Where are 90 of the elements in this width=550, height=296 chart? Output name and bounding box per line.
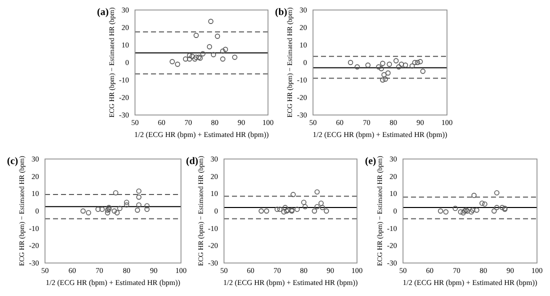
point bbox=[106, 204, 112, 210]
point bbox=[86, 210, 92, 216]
point bbox=[492, 208, 497, 214]
point bbox=[458, 209, 464, 214]
chart-title: (e) bbox=[365, 156, 376, 167]
point bbox=[190, 54, 195, 59]
point bbox=[438, 208, 444, 214]
point bbox=[418, 59, 423, 64]
point bbox=[452, 206, 458, 211]
point bbox=[124, 200, 130, 205]
point bbox=[385, 70, 391, 76]
point bbox=[460, 210, 466, 216]
chart-title: (b) bbox=[275, 7, 288, 18]
point bbox=[194, 54, 199, 60]
point bbox=[410, 63, 415, 69]
point bbox=[136, 202, 142, 208]
point bbox=[113, 190, 118, 196]
point bbox=[117, 206, 122, 211]
point bbox=[393, 58, 399, 64]
point bbox=[100, 206, 105, 212]
point bbox=[277, 206, 282, 212]
point bbox=[398, 62, 404, 67]
point bbox=[136, 194, 142, 200]
point bbox=[182, 56, 188, 62]
point bbox=[412, 60, 418, 66]
point bbox=[192, 56, 198, 62]
point bbox=[380, 60, 386, 66]
point bbox=[290, 192, 296, 198]
point bbox=[376, 64, 382, 70]
point bbox=[482, 201, 488, 207]
point bbox=[381, 72, 387, 78]
point bbox=[274, 206, 280, 212]
point bbox=[471, 192, 477, 198]
chart-title: (d) bbox=[186, 156, 198, 167]
point bbox=[314, 204, 320, 210]
point bbox=[208, 18, 214, 24]
point bbox=[382, 76, 388, 82]
chart-title: (c) bbox=[7, 156, 18, 167]
point bbox=[479, 200, 485, 206]
point bbox=[302, 204, 308, 210]
point bbox=[174, 62, 180, 67]
point bbox=[258, 208, 264, 214]
point bbox=[124, 202, 130, 208]
point bbox=[494, 204, 500, 210]
point bbox=[301, 200, 306, 205]
point bbox=[365, 62, 371, 68]
point bbox=[144, 206, 150, 212]
point bbox=[318, 200, 324, 206]
point bbox=[414, 60, 420, 66]
point bbox=[210, 52, 216, 58]
point bbox=[386, 62, 392, 67]
point bbox=[114, 210, 120, 216]
point bbox=[494, 190, 500, 196]
point bbox=[314, 189, 320, 195]
point bbox=[136, 188, 142, 194]
point bbox=[348, 60, 354, 66]
point bbox=[80, 208, 86, 214]
point bbox=[264, 208, 270, 214]
point bbox=[294, 206, 300, 212]
point bbox=[95, 206, 101, 212]
point bbox=[220, 48, 226, 54]
point bbox=[378, 66, 384, 72]
point bbox=[186, 52, 192, 58]
point bbox=[396, 64, 402, 70]
point bbox=[282, 204, 288, 210]
point bbox=[222, 46, 228, 52]
point bbox=[186, 56, 192, 62]
point bbox=[420, 68, 426, 74]
point bbox=[194, 32, 199, 38]
point bbox=[144, 203, 150, 208]
point bbox=[354, 64, 360, 70]
point bbox=[320, 204, 326, 210]
point bbox=[281, 209, 286, 214]
point bbox=[402, 62, 408, 68]
point bbox=[380, 77, 386, 83]
point bbox=[214, 34, 220, 39]
point bbox=[324, 208, 330, 214]
point bbox=[220, 56, 226, 62]
point bbox=[232, 54, 238, 60]
point bbox=[443, 209, 448, 214]
point bbox=[206, 44, 212, 50]
point bbox=[134, 208, 140, 213]
point bbox=[500, 204, 505, 210]
chart-title: (a) bbox=[97, 7, 109, 18]
point bbox=[112, 208, 117, 214]
point bbox=[474, 208, 480, 213]
point bbox=[200, 51, 206, 56]
point bbox=[312, 208, 318, 214]
point bbox=[170, 59, 175, 64]
point bbox=[104, 210, 110, 216]
